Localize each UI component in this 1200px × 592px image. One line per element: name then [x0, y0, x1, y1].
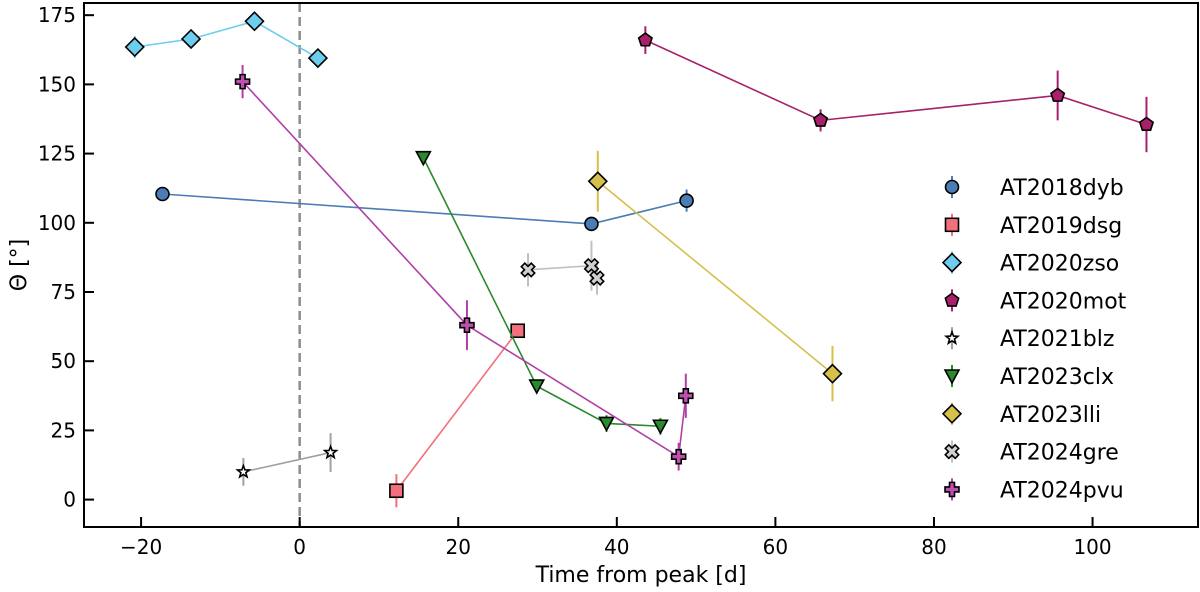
data-point	[235, 463, 252, 479]
legend-marker	[944, 481, 960, 498]
series-AT2019dsg	[389, 323, 526, 508]
data-point	[415, 150, 432, 167]
series-AT2024gre	[520, 240, 605, 295]
data-point	[155, 186, 170, 202]
x-tick-label: 60	[763, 535, 788, 559]
legend-marker	[944, 217, 960, 233]
data-point	[528, 379, 546, 395]
series-line	[243, 451, 331, 473]
data-point	[459, 317, 475, 334]
x-tick-label: −20	[120, 535, 162, 559]
x-tick-label: 80	[921, 535, 946, 559]
series-AT2023lli	[587, 150, 843, 402]
legend-item: AT2018dyb	[944, 176, 1124, 201]
data-point	[812, 112, 829, 127]
legend-item: AT2021blz	[943, 327, 1114, 352]
data-point	[670, 448, 687, 465]
data-point	[124, 36, 145, 58]
legend-marker	[944, 443, 960, 460]
y-tick-label: 150	[38, 72, 76, 96]
series-AT2020zso	[124, 11, 329, 69]
series-line	[597, 180, 833, 375]
y-axis-label: Θ [°]	[7, 239, 32, 291]
data-point	[1050, 87, 1066, 102]
series-line	[395, 330, 519, 492]
legend-item: AT2019dsg	[944, 213, 1122, 239]
legend-label: AT2023clx	[1000, 365, 1114, 390]
data-point	[637, 32, 653, 47]
data-point	[234, 73, 251, 90]
legend-label: AT2021blz	[1000, 327, 1114, 352]
legend-marker	[943, 369, 961, 385]
legend-item: AT2023lli	[941, 402, 1101, 428]
data-point	[587, 171, 608, 192]
x-tick-label: 20	[446, 535, 471, 559]
axes: −20 0 20 40 60 80 100 0 25 50 75 100 125 150 175	[38, 3, 1112, 559]
data-point	[677, 387, 694, 404]
data-point	[589, 270, 605, 286]
legend-label: AT2024gre	[1000, 441, 1119, 466]
legend-label: AT2018dyb	[1000, 176, 1124, 201]
data-point	[510, 323, 526, 339]
series-line	[422, 157, 661, 428]
x-tick-label: 100	[1073, 535, 1111, 559]
series-AT2023clx	[415, 150, 669, 435]
data-point	[598, 416, 615, 433]
legend-item: AT2023clx	[943, 365, 1114, 390]
data-point	[389, 483, 404, 499]
series-AT2021blz	[235, 433, 339, 486]
data-point	[679, 193, 694, 208]
series-AT2018dyb	[155, 186, 694, 232]
data-point	[652, 419, 669, 435]
plot-marks	[124, 3, 1155, 527]
legend-item: AT2020mot	[944, 289, 1127, 314]
legend-label: AT2023lli	[1000, 403, 1101, 428]
y-tick-label: 50	[51, 349, 76, 373]
legend-label: AT2024pvu	[1000, 478, 1124, 503]
legend-label: AT2020zso	[1000, 252, 1119, 277]
y-tick-label: 25	[51, 418, 76, 442]
data-point	[584, 216, 599, 232]
legend-marker	[944, 179, 960, 195]
series-AT2024pvu	[234, 65, 694, 471]
legend-item: AT2024gre	[944, 440, 1119, 466]
legend-marker	[944, 292, 960, 307]
x-tick-label: 0	[293, 535, 306, 559]
legend-marker	[941, 252, 963, 273]
data-point	[307, 47, 329, 69]
series-line	[645, 39, 1147, 126]
legend-label: AT2019dsg	[1000, 214, 1122, 239]
series-line	[241, 81, 687, 459]
legend-item: AT2024pvu	[944, 478, 1124, 503]
legend-label: AT2020mot	[1000, 289, 1127, 314]
plot-frame	[83, 2, 1199, 528]
data-point	[583, 257, 600, 274]
series-line	[134, 20, 319, 59]
y-tick-label: 100	[38, 211, 76, 235]
y-tick-label: 75	[51, 280, 76, 304]
data-point	[1138, 116, 1155, 131]
data-point	[180, 28, 202, 50]
series-AT2020mot	[637, 26, 1155, 153]
data-point	[520, 261, 536, 278]
data-point	[244, 11, 265, 32]
legend-marker	[943, 329, 961, 346]
y-tick-label: 175	[38, 3, 76, 27]
data-point	[322, 444, 339, 460]
x-axis-label: Time from peak [d]	[535, 563, 747, 588]
legend: AT2018dyb AT2019dsg AT2020zso AT2020mot AT20…	[941, 176, 1127, 503]
y-tick-label: 0	[63, 488, 76, 512]
series-line	[162, 193, 687, 225]
data-point	[822, 363, 843, 384]
legend-marker	[941, 403, 963, 424]
legend-item: AT2020zso	[941, 251, 1119, 277]
y-tick-label: 125	[38, 142, 76, 166]
x-tick-label: 40	[604, 535, 629, 559]
